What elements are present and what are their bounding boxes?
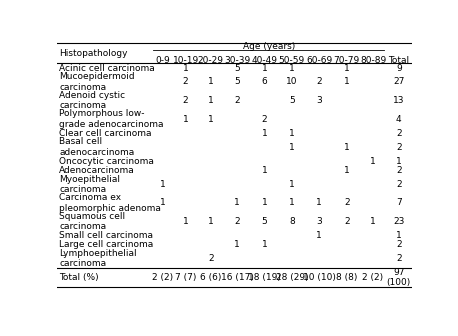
Text: 3: 3 [316, 217, 322, 226]
Text: 1: 1 [289, 142, 295, 152]
Text: 1: 1 [370, 157, 376, 166]
Text: 1: 1 [208, 217, 213, 226]
Text: Mucoepidermoid
carcinoma: Mucoepidermoid carcinoma [59, 72, 135, 92]
Text: 1: 1 [344, 78, 349, 86]
Text: 1: 1 [396, 157, 402, 166]
Text: 5: 5 [289, 96, 295, 105]
Text: 28 (29): 28 (29) [276, 273, 308, 282]
Text: Age (years): Age (years) [243, 42, 295, 51]
Text: 20-29: 20-29 [198, 56, 224, 65]
Text: 1: 1 [344, 142, 349, 152]
Text: 4: 4 [396, 115, 402, 124]
Text: Adenocarcinoma: Adenocarcinoma [59, 166, 135, 175]
Text: 1: 1 [289, 198, 295, 207]
Text: Polymorphous low-
grade adenocarcinoma: Polymorphous low- grade adenocarcinoma [59, 110, 164, 129]
Text: 1: 1 [208, 96, 213, 105]
Text: 16 (17): 16 (17) [220, 273, 253, 282]
Text: 5: 5 [234, 64, 240, 73]
Text: 1: 1 [160, 198, 165, 207]
Text: Clear cell carcinoma: Clear cell carcinoma [59, 129, 152, 138]
Text: 2: 2 [208, 254, 213, 263]
Text: 2: 2 [396, 180, 402, 189]
Text: 13: 13 [393, 96, 404, 105]
Text: 8: 8 [289, 217, 295, 226]
Text: 1: 1 [183, 217, 189, 226]
Text: 1: 1 [344, 64, 349, 73]
Text: 7: 7 [396, 198, 402, 207]
Text: 2: 2 [396, 142, 402, 152]
Text: Histopathology: Histopathology [59, 49, 127, 58]
Text: Small cell carcinoma: Small cell carcinoma [59, 231, 153, 240]
Text: Total: Total [388, 56, 409, 65]
Text: 2: 2 [396, 166, 402, 175]
Text: Myoepithelial
carcinoma: Myoepithelial carcinoma [59, 175, 120, 194]
Text: 0-9: 0-9 [155, 56, 170, 65]
Text: 6 (6): 6 (6) [200, 273, 221, 282]
Text: Acinic cell carcinoma: Acinic cell carcinoma [59, 64, 155, 73]
Text: 1: 1 [262, 129, 267, 138]
Text: Lymphoepithelial
carcinoma: Lymphoepithelial carcinoma [59, 249, 136, 268]
Text: 10 (10): 10 (10) [303, 273, 336, 282]
Text: 60-69: 60-69 [306, 56, 333, 65]
Text: 5: 5 [262, 217, 267, 226]
Text: 1: 1 [262, 64, 267, 73]
Text: 8 (8): 8 (8) [336, 273, 358, 282]
Text: 1: 1 [316, 198, 322, 207]
Text: 1: 1 [344, 166, 349, 175]
Text: 2: 2 [396, 240, 402, 249]
Text: 27: 27 [393, 78, 404, 86]
Text: 1: 1 [262, 240, 267, 249]
Text: 2: 2 [234, 217, 240, 226]
Text: Carcinoma ex
pleomorphic adenoma: Carcinoma ex pleomorphic adenoma [59, 193, 161, 213]
Text: 1: 1 [183, 64, 189, 73]
Text: Total (%): Total (%) [59, 273, 98, 282]
Text: 1: 1 [262, 166, 267, 175]
Text: 2: 2 [262, 115, 267, 124]
Text: 18 (19): 18 (19) [248, 273, 281, 282]
Text: 1: 1 [234, 198, 240, 207]
Text: 1: 1 [396, 231, 402, 240]
Text: 30-39: 30-39 [224, 56, 250, 65]
Text: 1: 1 [316, 231, 322, 240]
Text: Oncocytic carcinoma: Oncocytic carcinoma [59, 157, 154, 166]
Text: 2 (2): 2 (2) [152, 273, 173, 282]
Text: 10-19: 10-19 [173, 56, 199, 65]
Text: 1: 1 [289, 129, 295, 138]
Text: 40-49: 40-49 [251, 56, 278, 65]
Text: 1: 1 [208, 78, 213, 86]
Text: 1: 1 [208, 115, 213, 124]
Text: 2: 2 [183, 96, 189, 105]
Text: 5: 5 [234, 78, 240, 86]
Text: 50-59: 50-59 [279, 56, 305, 65]
Text: 1: 1 [289, 64, 295, 73]
Text: 97
(100): 97 (100) [387, 268, 411, 287]
Text: 70-79: 70-79 [334, 56, 360, 65]
Text: 2: 2 [344, 217, 349, 226]
Text: 9: 9 [396, 64, 402, 73]
Text: 2 (2): 2 (2) [362, 273, 384, 282]
Text: 2: 2 [183, 78, 189, 86]
Text: 3: 3 [316, 96, 322, 105]
Text: 1: 1 [262, 198, 267, 207]
Text: 80-89: 80-89 [360, 56, 386, 65]
Text: 1: 1 [289, 180, 295, 189]
Text: 10: 10 [286, 78, 298, 86]
Text: Basal cell
adenocarcinoma: Basal cell adenocarcinoma [59, 137, 134, 157]
Text: Adenoid cystic
carcinoma: Adenoid cystic carcinoma [59, 91, 125, 110]
Text: 6: 6 [262, 78, 267, 86]
Text: 1: 1 [160, 180, 165, 189]
Text: 2: 2 [344, 198, 349, 207]
Text: 7 (7): 7 (7) [175, 273, 196, 282]
Text: Large cell carcinoma: Large cell carcinoma [59, 240, 153, 249]
Text: 23: 23 [393, 217, 404, 226]
Text: 1: 1 [234, 240, 240, 249]
Text: 2: 2 [396, 254, 402, 263]
Text: 2: 2 [316, 78, 322, 86]
Text: 1: 1 [370, 217, 376, 226]
Text: 1: 1 [183, 115, 189, 124]
Text: Squamous cell
carcinoma: Squamous cell carcinoma [59, 212, 125, 231]
Text: 2: 2 [396, 129, 402, 138]
Text: 2: 2 [234, 96, 240, 105]
